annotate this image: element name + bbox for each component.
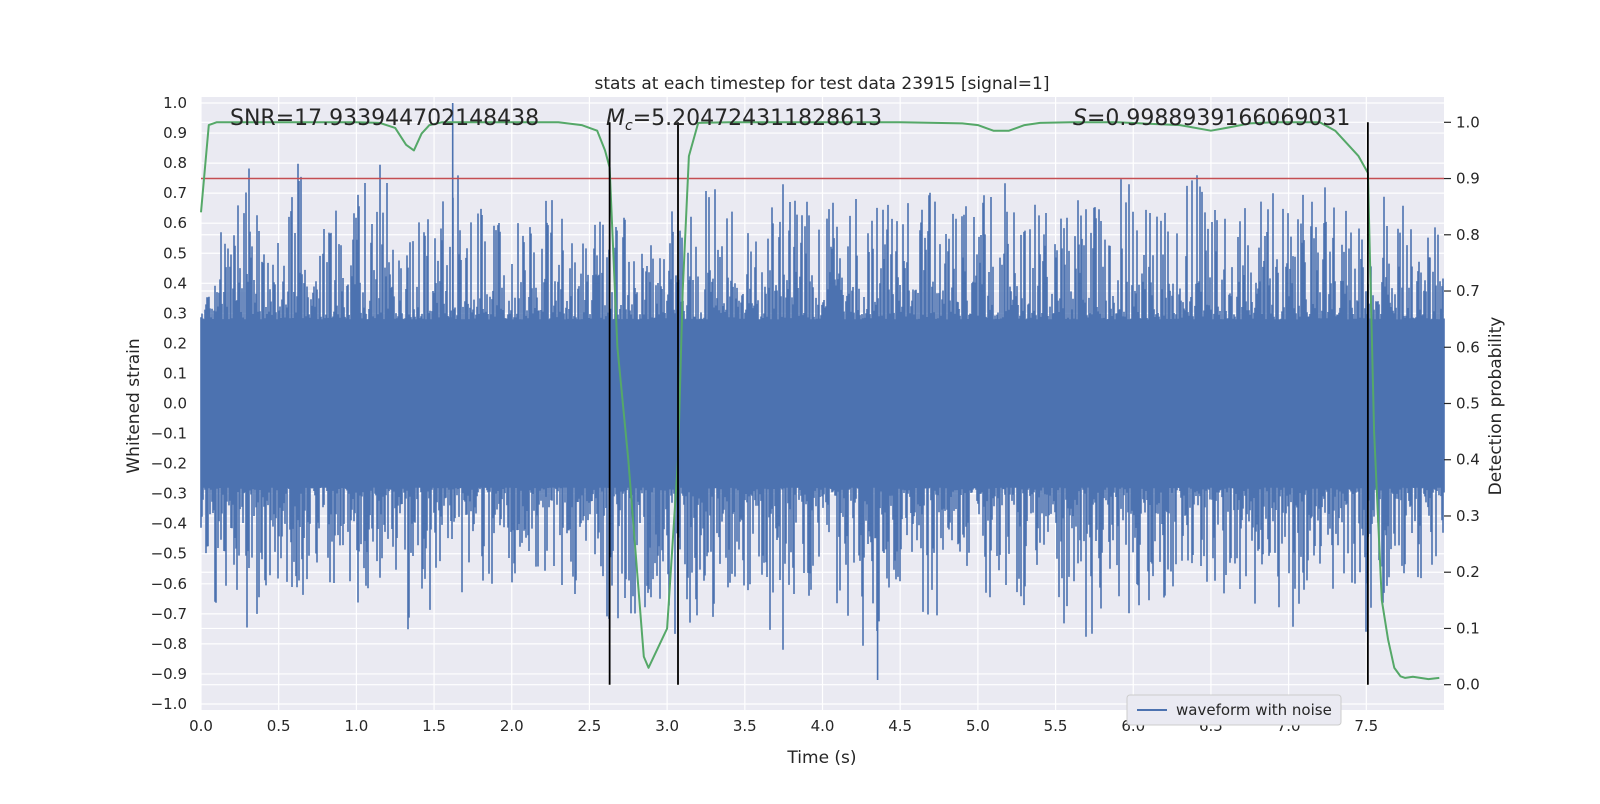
legend-box (1126, 694, 1342, 726)
x-tick-labels: 0.0 0.5 1.0 1.5 2.0 2.5 3.0 3.5 4.0 4.5 5.0 5.5 6.0 6… (189, 717, 1378, 735)
y-tick-label: 0.4 (163, 274, 187, 292)
waveform-layer (200, 103, 1445, 680)
y2-tick-label: 0.9 (1456, 170, 1480, 188)
legend: waveform with noise (1126, 694, 1342, 726)
score-annotation: S=0.9988939166069031 (1073, 106, 1350, 131)
score-value: =0.9988939166069031 (1087, 106, 1350, 131)
x-tick-label: 2.5 (578, 717, 602, 735)
y2-tick-label: 0.8 (1456, 226, 1480, 244)
y2-tick-label: 0.3 (1456, 507, 1480, 525)
y-tick-label: −0.6 (151, 575, 187, 593)
y2-tick-label: 0.0 (1456, 676, 1480, 694)
y-tick-label: 0.2 (163, 334, 187, 352)
snr-annotation: SNR=17.933944702148438 (230, 106, 539, 131)
y-tick-label: 0.6 (163, 214, 187, 232)
x-tick-label: 3.0 (655, 717, 679, 735)
y-tick-label: −0.1 (151, 425, 187, 443)
y2-tick-label: 0.6 (1456, 338, 1480, 356)
chart-title: stats at each timestep for test data 239… (595, 74, 1050, 94)
y-tick-label: −0.8 (151, 635, 187, 653)
chirp-mass-value: =5.204724311828613 (633, 106, 882, 131)
y-tick-label: 0.9 (163, 124, 187, 142)
y2-tick-label: 0.1 (1456, 619, 1480, 637)
x-axis-label: Time (s) (786, 748, 856, 768)
y-axis-label: Whitened strain (124, 338, 144, 473)
chirp-mass-subscript: c (625, 118, 633, 134)
x-tick-label: 0.0 (189, 717, 213, 735)
x-tick-label: 4.0 (811, 717, 835, 735)
y-tick-label: −0.9 (151, 665, 187, 683)
x-tick-label: 1.0 (344, 717, 368, 735)
y2-tick-label: 0.5 (1456, 395, 1480, 413)
y-tick-labels: 1.0 0.9 0.8 0.7 0.6 0.5 0.4 0.3 0.2 0.1 0.0 −0.1 −0.… (151, 94, 187, 713)
x-tick-label: 5.0 (966, 717, 990, 735)
y2-tick-label: 0.4 (1456, 451, 1480, 469)
y-tick-label: 1.0 (163, 94, 187, 112)
y-tick-label: −0.2 (151, 455, 187, 473)
chirp-mass-symbol: M (606, 106, 625, 131)
y-tick-label: 0.1 (163, 364, 187, 382)
y-tick-label: −1.0 (151, 695, 187, 713)
y-tick-label: 0.8 (163, 154, 187, 172)
y2-tick-label: 1.0 (1456, 113, 1480, 131)
x-tick-label: 2.0 (500, 717, 524, 735)
y-tick-label: −0.3 (151, 485, 187, 503)
y2-tick-labels: 1.0 0.9 0.8 0.7 0.6 0.5 0.4 0.3 0.2 0.1 0.0 (1444, 113, 1480, 694)
x-tick-label: 1.5 (422, 717, 446, 735)
y2-tick-label: 0.7 (1456, 282, 1480, 300)
waveform-series (200, 103, 1445, 680)
score-symbol: S (1073, 106, 1087, 131)
x-tick-label: 4.5 (888, 717, 912, 735)
chirp-mass-annotation: Mc=5.204724311828613 (606, 106, 882, 134)
x-tick-label: 3.5 (733, 717, 757, 735)
legend-label: waveform with noise (1176, 701, 1332, 719)
y-tick-label: −0.7 (151, 605, 187, 623)
y-tick-label: 0.3 (163, 304, 187, 322)
y2-axis-label: Detection probability (1486, 317, 1506, 496)
x-tick-label: 7.5 (1354, 717, 1378, 735)
y-tick-label: 0.5 (163, 244, 187, 262)
detection-probability-series (200, 121, 1440, 681)
y-tick-label: 0.0 (163, 395, 187, 413)
y-tick-label: −0.5 (151, 545, 187, 563)
y-tick-label: −0.4 (151, 515, 187, 533)
y-tick-label: 0.7 (163, 184, 187, 202)
x-tick-label: 0.5 (267, 717, 291, 735)
x-tick-label: 5.5 (1044, 717, 1068, 735)
vertical-marker-layer (608, 122, 1369, 685)
y2-tick-label: 0.2 (1456, 563, 1480, 581)
probability-layer (200, 121, 1440, 681)
